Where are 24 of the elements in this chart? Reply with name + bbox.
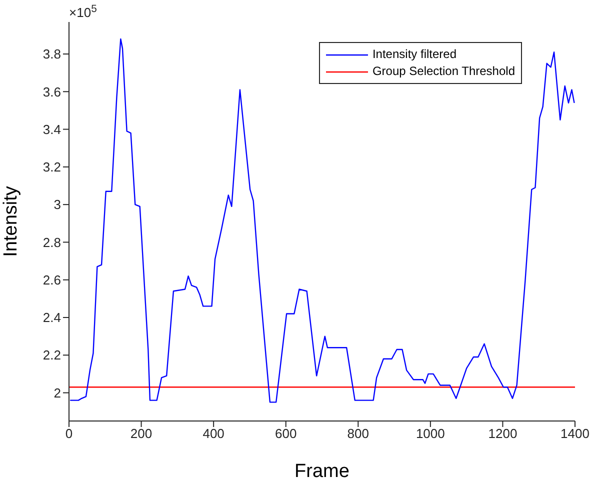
x-tick-label: 1200 — [488, 426, 518, 442]
y-tick-label: 3.2 — [42, 160, 61, 175]
legend-label: Group Selection Threshold — [372, 63, 515, 80]
x-tick-label: 400 — [202, 426, 224, 442]
y-tick-label: 2.6 — [42, 272, 61, 288]
y-tick-label: 3.6 — [42, 84, 61, 100]
line-series — [69, 38, 575, 403]
y-tick-label: 2.2 — [42, 348, 61, 363]
x-axis-title: Frame — [294, 461, 350, 482]
x-tick-label: 200 — [130, 426, 152, 442]
y-tick-label: 2.8 — [42, 234, 61, 250]
text: ×10$^{5}$ — [69, 4, 98, 20]
y-tick-label: 3 — [54, 197, 61, 212]
x-tick-label: 800 — [347, 426, 369, 442]
x-tick-label: 600 — [275, 426, 297, 442]
y-tick-label: 3.8 — [42, 46, 61, 62]
x-tick-label: 0 — [65, 426, 73, 442]
x-tick-label: 1400 — [560, 426, 590, 442]
y-axis-title: Intensity — [0, 186, 22, 257]
y-tick-label: 2.4 — [42, 310, 61, 326]
y-tick-label: 3.4 — [42, 122, 61, 137]
legend-label: Intensity filtered — [372, 46, 457, 63]
x-tick-label: 1000 — [416, 426, 445, 442]
y-tick-label: 2 — [54, 385, 61, 400]
